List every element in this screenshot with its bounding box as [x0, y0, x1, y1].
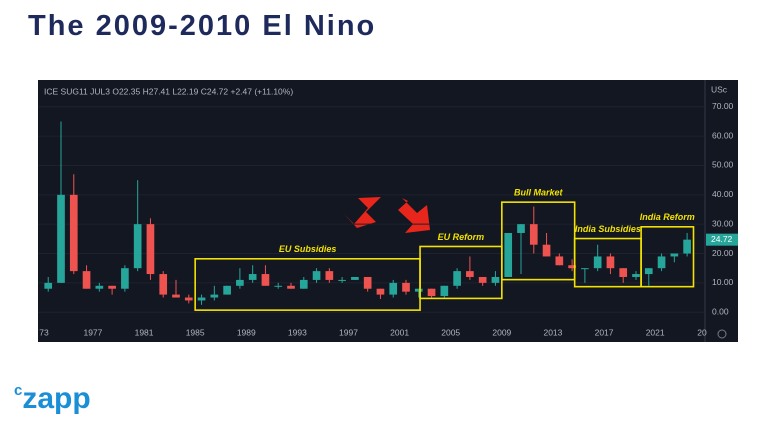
- y-tick-label: 60.00: [712, 130, 734, 140]
- chart-panel: [38, 80, 738, 342]
- candle-body: [542, 244, 551, 257]
- candle-body: [274, 285, 283, 287]
- x-tick-label: 2013: [543, 327, 562, 337]
- candle-body: [338, 279, 346, 281]
- y-tick-label: 50.00: [712, 160, 734, 170]
- candle-body: [644, 268, 653, 275]
- candle-body: [376, 288, 385, 295]
- candle-body: [568, 265, 576, 269]
- candle-body: [491, 276, 500, 283]
- logo-text: zapp: [22, 382, 91, 415]
- candle-body: [299, 279, 308, 289]
- candle-body: [529, 224, 538, 245]
- candle-body: [657, 256, 666, 269]
- y-tick-label: 70.00: [712, 101, 734, 111]
- candle-body: [236, 279, 244, 286]
- x-tick-label: 1989: [237, 327, 256, 337]
- candle-body: [619, 268, 628, 277]
- arrow: [344, 197, 381, 228]
- candle-body: [466, 271, 474, 277]
- x-tick-label: 2005: [441, 327, 460, 337]
- y-tick-label: 30.00: [712, 218, 734, 228]
- candle-body: [402, 282, 410, 292]
- candle-body: [632, 274, 640, 277]
- candle-body: [389, 282, 398, 295]
- candle-body: [248, 274, 257, 280]
- candle-body: [427, 288, 436, 297]
- y-tick-label: 10.00: [712, 277, 734, 287]
- x-tick-label: 2009: [492, 327, 511, 337]
- annotation-label: EU Reform: [438, 232, 485, 242]
- candle-body: [440, 285, 449, 297]
- candle-body: [172, 294, 180, 298]
- candle-body: [312, 271, 321, 280]
- candle-body: [44, 282, 53, 289]
- annotation-label: EU Subsidies: [279, 244, 337, 254]
- annotation-label: India Subsidies: [575, 224, 641, 234]
- candle-body: [581, 268, 589, 270]
- candle-body: [670, 253, 679, 257]
- x-tick-label: 2001: [390, 327, 409, 337]
- candle-body: [414, 288, 423, 292]
- x-tick-label: 1981: [135, 327, 154, 337]
- candle-body: [517, 224, 525, 233]
- chart-subtitle: ICE SUG11 JUL3 O22.35 H27.41 L22.19 C24.…: [44, 86, 293, 96]
- x-tick-label: 20: [697, 327, 707, 337]
- x-tick-label: 1985: [186, 327, 205, 337]
- candle-body: [159, 274, 168, 295]
- candle-body: [363, 276, 372, 289]
- last-price-tag: [706, 233, 738, 246]
- candle-body: [121, 268, 129, 289]
- last-price-label: 24.72: [711, 234, 733, 244]
- x-tick-label: 2021: [646, 327, 665, 337]
- candle-body: [108, 285, 116, 289]
- annotation-box: [640, 226, 695, 288]
- candle-body: [593, 256, 602, 269]
- candle-body: [261, 274, 270, 286]
- candle-body: [133, 224, 142, 269]
- y-tick-label: 40.00: [712, 189, 734, 199]
- candle-body: [57, 194, 65, 283]
- candle-body: [184, 297, 193, 301]
- y-axis-label: USc: [711, 84, 728, 94]
- logo-mark: c: [14, 382, 23, 399]
- slide-title: The 2009-2010 El Nino: [28, 10, 377, 42]
- x-tick-label: 1997: [339, 327, 358, 337]
- candle-body: [478, 276, 487, 283]
- x-tick-label: 1977: [83, 327, 102, 337]
- settings-icon[interactable]: [717, 329, 727, 339]
- candle-body: [287, 285, 295, 289]
- annotation-label: India Reform: [640, 212, 695, 222]
- candle-body: [69, 194, 78, 272]
- x-tick-label: 1993: [288, 327, 307, 337]
- logo: czapp: [14, 382, 91, 416]
- candle-body: [82, 271, 91, 289]
- x-tick-label: 73: [39, 327, 49, 337]
- candle-body: [555, 256, 564, 266]
- y-tick-label: 0.00: [712, 306, 729, 316]
- candle-body: [606, 256, 615, 269]
- candle-body: [223, 285, 231, 295]
- annotation-label: Bull Market: [514, 188, 564, 198]
- candle-body: [146, 224, 155, 275]
- candle-body: [325, 271, 334, 280]
- candle-body: [95, 285, 104, 289]
- candle-body: [683, 239, 691, 254]
- candle-body: [210, 294, 219, 298]
- candle-body: [197, 297, 206, 301]
- candle-body: [453, 271, 461, 286]
- x-tick-label: 2017: [595, 327, 614, 337]
- candle-body: [504, 232, 513, 277]
- y-tick-label: 20.00: [712, 248, 734, 258]
- candle-body: [351, 276, 359, 280]
